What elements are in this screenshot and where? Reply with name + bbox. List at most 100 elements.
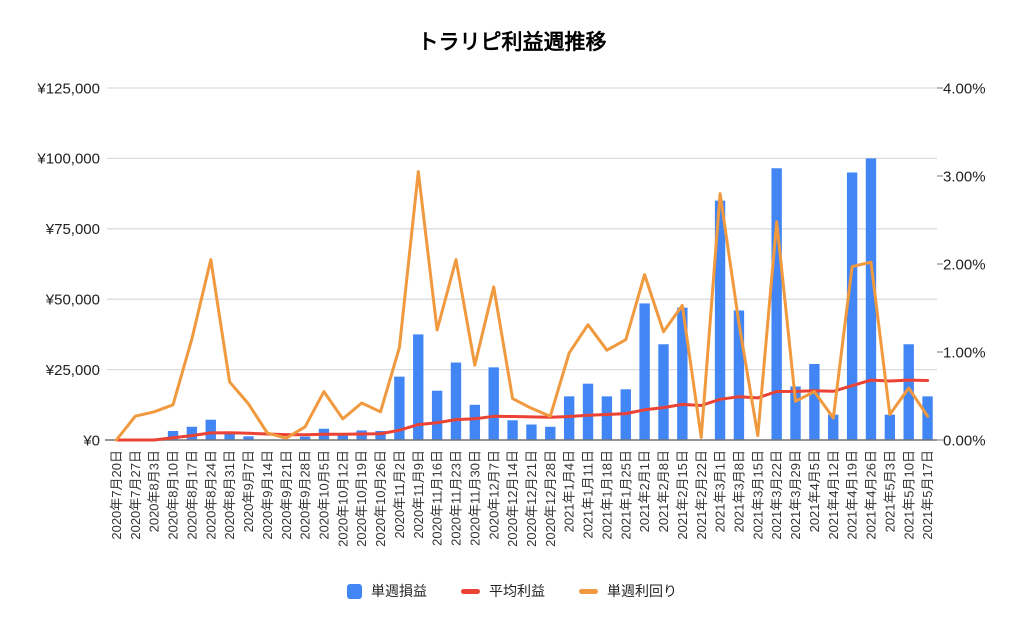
x-axis-tick-label: 2020年8月17日 (184, 450, 199, 540)
line-series-average-profit (114, 378, 930, 442)
bar (205, 419, 216, 440)
x-axis-tick-label: 2020年11月2日 (392, 450, 407, 539)
x-axis-tick-label: 2020年10月19日 (354, 450, 369, 547)
bar (582, 383, 594, 440)
x-axis-tick-label: 2021年4月12日 (826, 450, 841, 540)
bar (526, 424, 537, 440)
x-axis-tick-label: 2021年3月22日 (769, 450, 784, 540)
bar (413, 334, 424, 440)
x-axis-tick-label: 2020年9月7日 (241, 450, 256, 532)
x-axis-tick-label: 2020年10月12日 (335, 450, 350, 547)
x-axis-tick-label: 2021年3月1日 (713, 450, 728, 532)
x-axis-tick-label: 2020年12月28日 (543, 450, 558, 547)
bar (299, 436, 311, 440)
bar (658, 344, 669, 440)
bar (394, 376, 405, 440)
x-axis-tick-label: 2021年3月29日 (788, 450, 803, 540)
bar (790, 386, 801, 440)
left-axis-tick-label: ¥0 (82, 432, 100, 449)
x-axis-tick-label: 2021年4月26日 (864, 450, 879, 540)
right-axis-labels: 0.00% 1.00% 2.00% 3.00% 4.00% (937, 80, 986, 449)
bar (186, 426, 198, 440)
x-axis-tick-label: 2021年2月8日 (656, 450, 671, 532)
legend-item-average-profit: 平均利益 (461, 581, 545, 601)
right-axis-tick-label: 1.00% (943, 344, 986, 361)
x-axis-labels: 2020年7月20日 2020年7月27日 2020年8月3日 2020年8月10日 2… (109, 450, 935, 547)
x-axis-tick-label: 2020年10月5日 (316, 450, 331, 540)
bar (563, 396, 575, 440)
x-axis-tick-label: 2020年7月20日 (109, 450, 124, 540)
bar (903, 344, 914, 440)
left-axis-tick-label: ¥50,000 (45, 291, 100, 308)
bar (545, 426, 556, 440)
x-axis-tick-label: 2020年12月7日 (486, 450, 501, 540)
x-axis-tick-label: 2020年12月21日 (524, 450, 539, 547)
left-axis-tick-label: ¥75,000 (45, 221, 100, 238)
bar (224, 432, 235, 440)
legend-label: 単週損益 (371, 583, 427, 599)
x-axis-tick-label: 2020年11月30日 (467, 450, 482, 546)
x-axis-tick-label: 2020年8月24日 (203, 450, 218, 540)
right-axis-tick-label: 0.00% (943, 432, 986, 449)
bar (771, 168, 782, 441)
x-axis-tick-label: 2021年4月5日 (807, 450, 822, 532)
left-axis-tick-label: ¥25,000 (45, 362, 100, 379)
bar (714, 200, 726, 440)
bar (507, 420, 518, 440)
x-axis-tick-label: 2021年2月15日 (675, 450, 690, 540)
bar (488, 367, 499, 440)
bar-series-weekly-profit (167, 158, 933, 441)
bar (243, 436, 254, 440)
x-axis-tick-label: 2021年2月22日 (694, 450, 709, 540)
x-axis-tick-label: 2020年8月10日 (166, 450, 181, 540)
left-axis-tick-label: ¥125,000 (36, 80, 100, 97)
bar (431, 390, 443, 440)
x-axis-tick-label: 2021年3月8日 (731, 450, 746, 532)
x-axis-tick-label: 2020年11月23日 (449, 450, 464, 546)
x-axis-tick-label: 2020年9月14日 (260, 450, 275, 540)
legend-label: 平均利益 (489, 583, 545, 599)
right-axis-tick-label: 2.00% (943, 256, 986, 273)
x-axis-tick-label: 2020年12月14日 (505, 450, 520, 547)
bar (337, 434, 348, 440)
bar (846, 172, 858, 441)
bar (450, 362, 462, 440)
x-axis-tick-label: 2021年5月3日 (882, 450, 897, 532)
x-axis-tick-label: 2020年7月27日 (128, 450, 143, 540)
legend-item-weekly-profit: 単週損益 (347, 581, 427, 601)
right-axis-tick-label: 3.00% (943, 168, 986, 185)
line-series-weekly-yield (114, 170, 930, 442)
bar (809, 363, 820, 440)
x-axis-tick-label: 2021年1月18日 (599, 450, 614, 540)
x-axis-tick-label: 2021年1月4日 (562, 450, 577, 532)
x-axis-tick-label: 2020年8月31日 (222, 450, 237, 540)
x-axis-tick-label: 2021年1月11日 (581, 450, 596, 539)
bar (167, 430, 179, 440)
x-axis-tick-label: 2021年5月17日 (920, 450, 935, 540)
bar (733, 310, 745, 440)
legend: 単週損益 平均利益 単週利回り (0, 581, 1024, 601)
bar (677, 307, 688, 440)
legend-item-weekly-yield: 単週利回り (579, 581, 677, 601)
left-axis-labels: ¥0 ¥25,000 ¥50,000 ¥75,000 ¥100,000 ¥125,000 (36, 80, 100, 449)
bar (469, 404, 481, 440)
x-axis-tick-label: 2020年8月3日 (147, 450, 162, 532)
line-swatch-icon (461, 588, 480, 594)
bar (828, 414, 839, 440)
line-swatch-icon (579, 588, 598, 594)
bar (865, 158, 877, 440)
x-axis-tick-label: 2020年9月21日 (279, 450, 294, 540)
bar (601, 396, 613, 440)
x-axis-tick-label: 2021年1月25日 (618, 450, 633, 540)
x-axis-tick-label: 2020年11月16日 (430, 450, 445, 546)
x-axis-tick-label: 2020年11月9日 (411, 450, 426, 539)
x-axis-tick-label: 2020年10月26日 (373, 450, 388, 547)
chart-title: トラリピ利益週推移 (417, 31, 607, 54)
x-axis-tick-label: 2021年5月10日 (901, 450, 916, 540)
bar (922, 396, 933, 440)
right-axis-tick-label: 4.00% (943, 80, 986, 97)
left-axis-tick-label: ¥100,000 (36, 151, 100, 168)
bar (639, 303, 650, 440)
